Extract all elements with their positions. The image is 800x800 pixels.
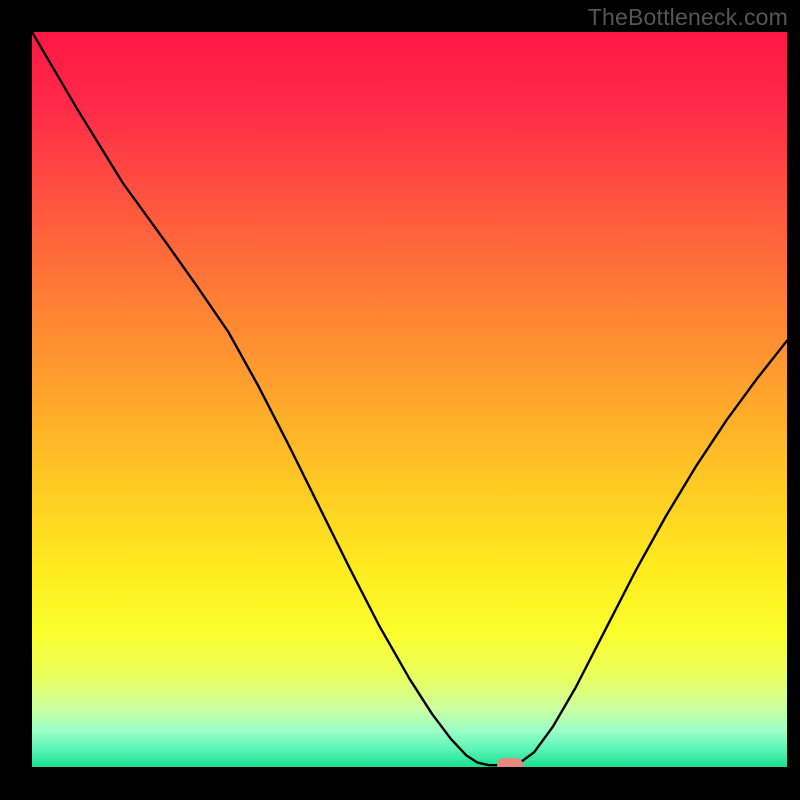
plot-area (32, 32, 787, 767)
optimum-marker (497, 758, 523, 767)
curve-layer (32, 32, 787, 767)
watermark-label: TheBottleneck.com (588, 4, 788, 31)
chart-stage: TheBottleneck.com (0, 0, 800, 800)
bottleneck-curve (32, 32, 787, 765)
